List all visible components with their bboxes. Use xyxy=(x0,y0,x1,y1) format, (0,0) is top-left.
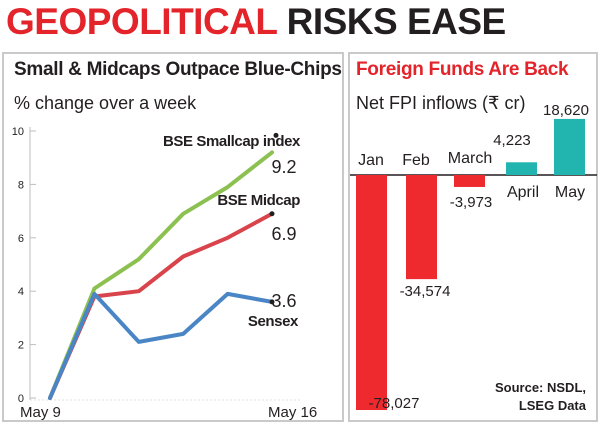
series-name-label: BSE Midcap xyxy=(217,192,300,209)
line-series-sensex xyxy=(48,291,274,400)
bar-category-label: March xyxy=(448,150,492,167)
bar-category-label: April xyxy=(507,184,539,201)
series-name-label: BSE Smallcap index xyxy=(163,133,301,150)
series-end-value-label: 9.2 xyxy=(271,157,296,177)
line-series-bse-midcap xyxy=(48,211,274,400)
bar-value-label: 4,223 xyxy=(493,132,531,149)
headline-part1: GEOPOLITICAL xyxy=(6,1,277,42)
line-chart-panel: Small & Midcaps Outpace Blue-Chips % cha… xyxy=(2,52,344,422)
line-chart-title: Small & Midcaps Outpace Blue-Chips xyxy=(14,59,342,80)
bar-value-label: 18,620 xyxy=(543,102,589,119)
x-label-end: May 16 xyxy=(268,404,317,421)
y-tick-label: 4 xyxy=(18,286,24,298)
series-end-value-label: 6.9 xyxy=(271,224,296,244)
y-tick-label: 2 xyxy=(18,340,24,352)
bar-chart-title: Foreign Funds Are Back xyxy=(356,59,569,80)
y-tick-label: 10 xyxy=(12,126,24,138)
bar-jan xyxy=(356,175,387,410)
series-name-label: Sensex xyxy=(248,313,299,330)
series-end-value-label: 3.6 xyxy=(271,291,296,311)
headline: GEOPOLITICAL RISKS EASE xyxy=(6,0,506,44)
source-note-line1: Source: NSDL, xyxy=(495,380,586,395)
series-end-dot xyxy=(273,132,279,138)
source-note-line2: LSEG Data xyxy=(519,398,587,413)
y-tick-label: 8 xyxy=(18,179,24,191)
line-chart-subtitle: % change over a week xyxy=(14,93,197,113)
bar-value-label: -78,027 xyxy=(369,395,420,412)
bar-value-label: -34,574 xyxy=(400,283,451,300)
bar-category-label: Jan xyxy=(358,152,384,169)
bar-march xyxy=(454,175,485,187)
bar-category-label: Feb xyxy=(402,152,430,169)
bar-may xyxy=(554,118,585,175)
x-label-start: May 9 xyxy=(20,404,61,421)
bar-value-label: -3,973 xyxy=(450,194,493,211)
y-tick-label: 0 xyxy=(18,393,24,405)
bar-chart-subtitle: Net FPI inflows (₹ cr) xyxy=(356,93,526,113)
headline-part2: RISKS EASE xyxy=(286,1,507,42)
bar-feb xyxy=(406,175,437,280)
bar-chart-panel: Foreign Funds Are Back Net FPI inflows (… xyxy=(348,52,598,422)
bar-april xyxy=(506,162,537,175)
y-tick-label: 6 xyxy=(18,233,24,245)
series-end-dot xyxy=(269,211,275,217)
bar-category-label: May xyxy=(555,184,585,201)
series-end-dot xyxy=(269,299,275,305)
